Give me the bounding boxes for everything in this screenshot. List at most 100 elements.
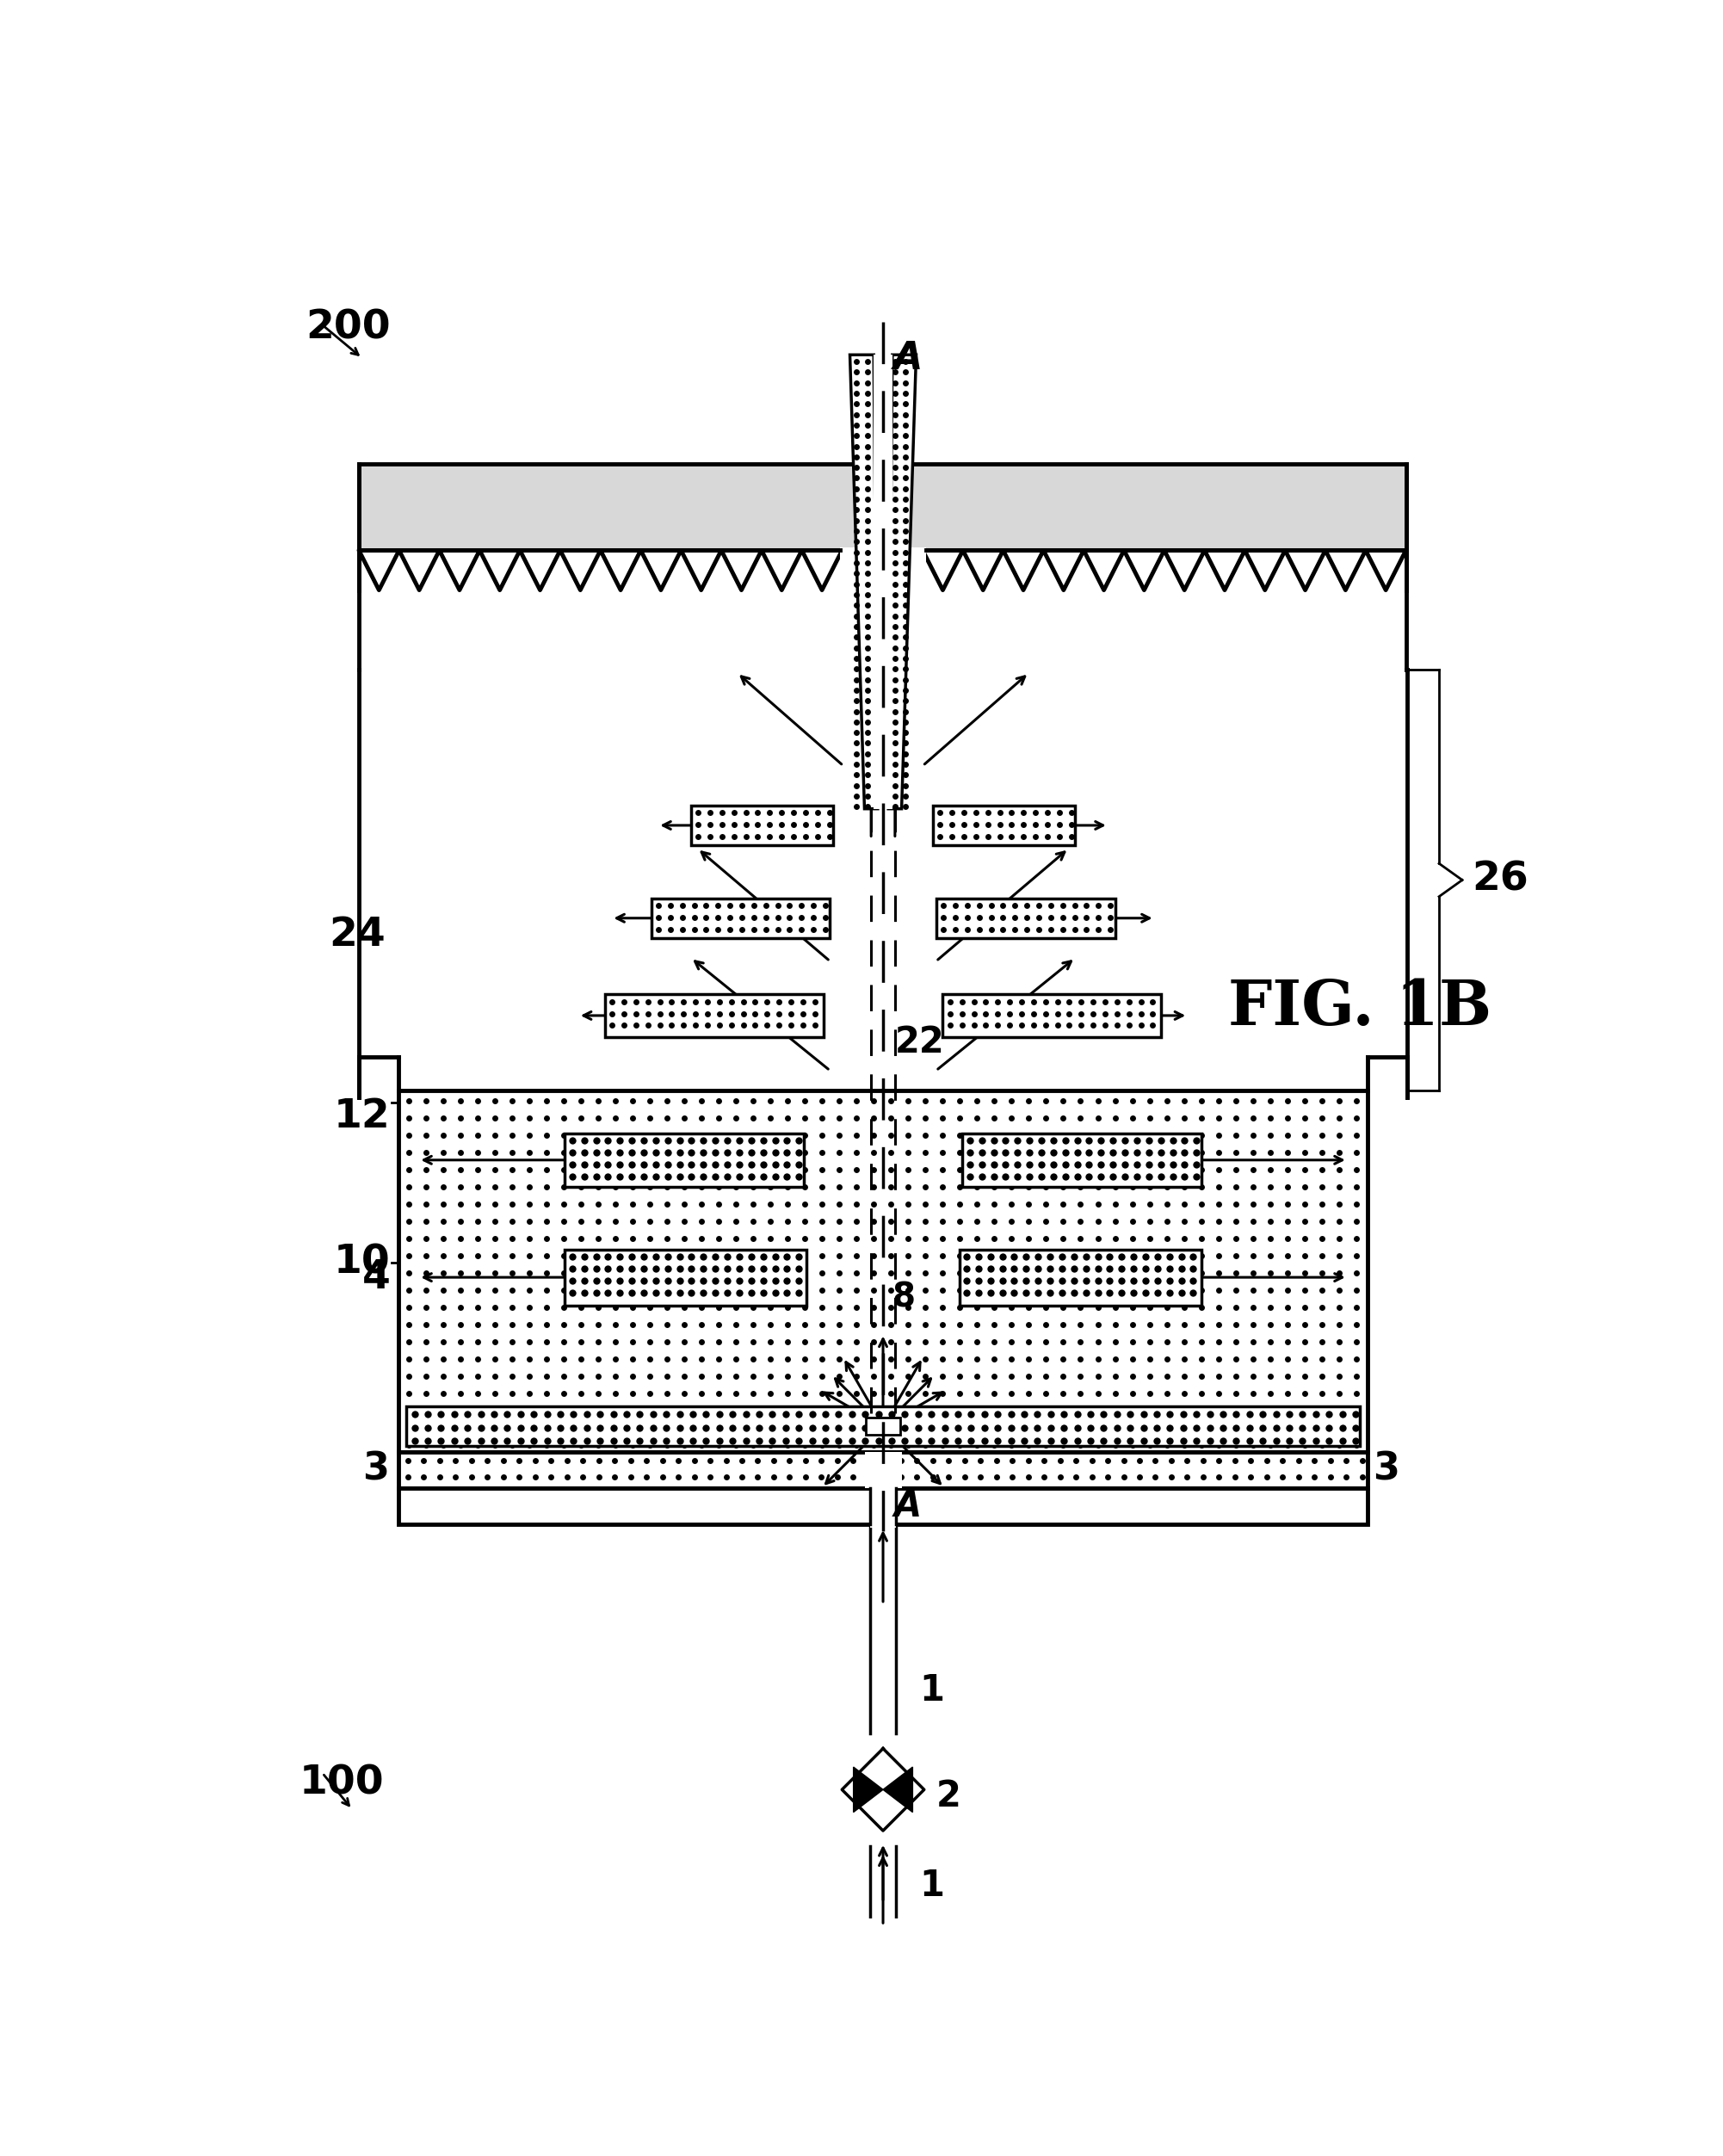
Point (1273, 1410, 1301, 1445)
Point (929, 1427, 956, 1462)
Point (520, 1410, 548, 1445)
Point (963, 1324, 991, 1358)
Point (625, 1423, 653, 1457)
Point (1325, 1186, 1353, 1220)
Point (1075, 1147, 1103, 1181)
Point (880, 492, 908, 526)
Point (631, 1160, 658, 1194)
Point (853, 364, 880, 399)
Point (574, 1397, 601, 1432)
Point (1067, 1134, 1094, 1169)
Point (1118, 1100, 1146, 1134)
Point (606, 1147, 634, 1181)
Point (429, 1376, 457, 1410)
Point (446, 1358, 474, 1393)
Point (639, 1423, 667, 1457)
Point (677, 1136, 705, 1171)
Point (737, 1250, 765, 1285)
Point (837, 1423, 865, 1457)
Point (1235, 1423, 1263, 1457)
Point (1204, 1186, 1232, 1220)
Point (1023, 1397, 1051, 1432)
Point (567, 1238, 594, 1272)
Point (791, 1134, 818, 1169)
Point (843, 1307, 870, 1341)
Point (515, 1134, 543, 1169)
Point (860, 1082, 887, 1117)
Point (880, 472, 908, 507)
Point (893, 630, 920, 664)
Point (600, 1397, 627, 1432)
Point (989, 1250, 1017, 1285)
Point (963, 1376, 991, 1410)
Point (1058, 796, 1085, 830)
Point (905, 1423, 932, 1457)
Point (463, 1151, 491, 1186)
Point (941, 901, 968, 936)
Point (619, 1376, 646, 1410)
Point (725, 1123, 753, 1158)
Point (929, 1151, 956, 1186)
Point (1349, 1445, 1377, 1479)
Point (1325, 1376, 1353, 1410)
Point (1023, 1240, 1051, 1274)
Point (1182, 1397, 1210, 1432)
Point (843, 567, 870, 602)
Point (968, 1160, 996, 1194)
Point (963, 1341, 991, 1376)
Point (1187, 1393, 1215, 1427)
Point (893, 778, 920, 813)
Point (1084, 1276, 1111, 1311)
Point (1123, 1160, 1151, 1194)
Point (1135, 1238, 1163, 1272)
Point (963, 1169, 991, 1203)
Point (1101, 1272, 1129, 1307)
Point (877, 1289, 905, 1324)
Point (1084, 1082, 1111, 1117)
Point (601, 1289, 629, 1324)
Point (1049, 1100, 1077, 1134)
Point (619, 1255, 646, 1289)
Point (843, 492, 870, 526)
Point (756, 1358, 784, 1393)
Point (395, 1341, 422, 1376)
Point (860, 1307, 887, 1341)
Point (594, 1250, 622, 1285)
Point (619, 1307, 646, 1341)
Point (1067, 1082, 1094, 1117)
Point (498, 1427, 526, 1462)
Point (1084, 1341, 1111, 1376)
Point (894, 1151, 922, 1186)
Point (689, 1263, 717, 1298)
Point (679, 1423, 706, 1457)
Point (758, 1410, 786, 1445)
Point (670, 1134, 698, 1169)
Point (911, 1238, 939, 1272)
Point (960, 996, 987, 1031)
Point (1027, 1136, 1054, 1171)
Point (963, 1255, 991, 1289)
Point (1172, 1147, 1199, 1181)
Point (860, 1203, 887, 1238)
Point (891, 1410, 918, 1445)
Point (989, 1240, 1017, 1274)
Point (550, 1255, 577, 1289)
Point (412, 1151, 439, 1186)
Point (636, 1324, 663, 1358)
Point (481, 1307, 508, 1341)
Point (1170, 1358, 1197, 1393)
Point (1187, 1151, 1215, 1186)
Point (1144, 1276, 1172, 1311)
Point (1049, 1307, 1077, 1341)
Point (929, 1134, 956, 1169)
Point (669, 912, 696, 946)
Point (1182, 1147, 1210, 1181)
Point (880, 789, 908, 824)
Point (880, 545, 908, 580)
Point (594, 1136, 622, 1171)
Point (1084, 1220, 1111, 1255)
Point (414, 1423, 441, 1457)
Point (1046, 796, 1073, 830)
Point (1153, 1255, 1180, 1289)
Point (1067, 1272, 1094, 1307)
